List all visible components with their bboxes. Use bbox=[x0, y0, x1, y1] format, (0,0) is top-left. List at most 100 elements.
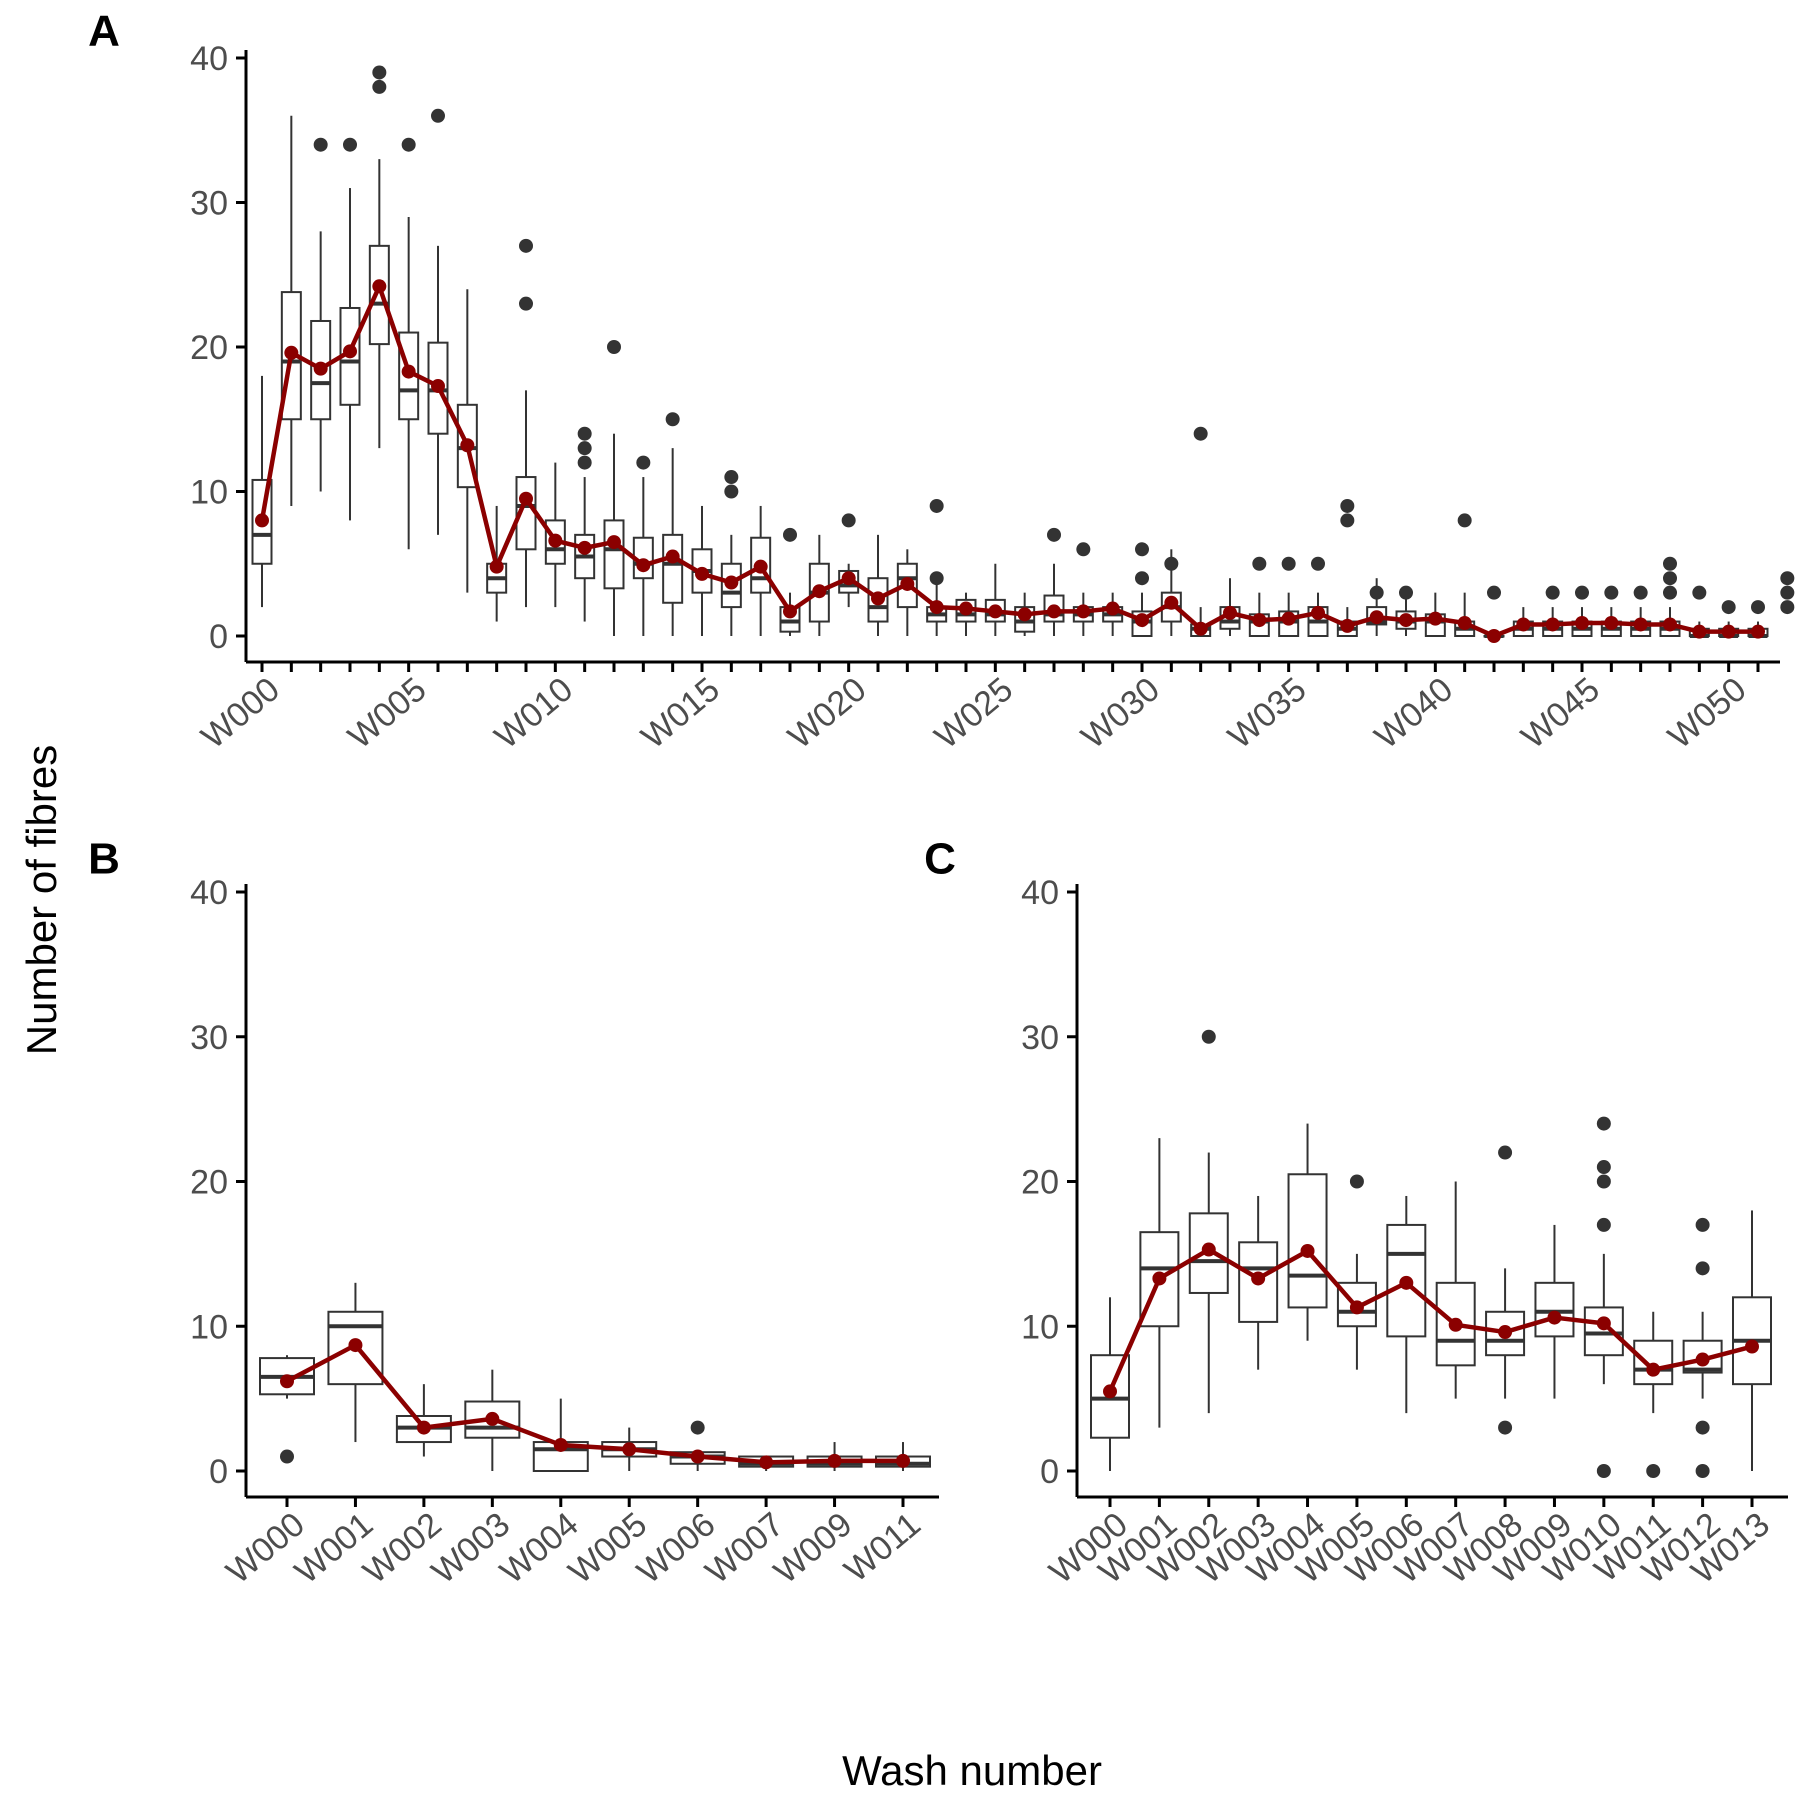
x-tick-label: W007 bbox=[698, 1505, 790, 1591]
mean-point bbox=[401, 364, 416, 379]
mean-point bbox=[485, 1411, 500, 1426]
box bbox=[1435, 1281, 1476, 1367]
outlier-point bbox=[1633, 585, 1648, 600]
outlier-point bbox=[1596, 1217, 1611, 1232]
mean-point bbox=[1399, 613, 1413, 628]
outlier-point bbox=[724, 470, 739, 485]
outlier-point bbox=[1545, 585, 1560, 600]
outlier-point bbox=[1596, 1160, 1611, 1175]
outlier-point bbox=[1487, 585, 1501, 600]
mean-point bbox=[871, 591, 885, 606]
y-tick-label: 10 bbox=[190, 1308, 228, 1346]
outlier-point bbox=[690, 1420, 705, 1435]
mean-point bbox=[724, 575, 739, 590]
outlier-point bbox=[1399, 585, 1413, 600]
outlier-point bbox=[1692, 585, 1707, 600]
outlier-point bbox=[1349, 1174, 1364, 1189]
x-tick-label: W025 bbox=[928, 670, 1020, 756]
mean-point bbox=[636, 558, 651, 573]
outlier-point bbox=[1663, 585, 1677, 600]
outlier-point bbox=[1596, 1116, 1611, 1131]
x-tick-label: W045 bbox=[1514, 670, 1606, 756]
mean-point bbox=[284, 345, 299, 360]
outlier-point bbox=[1695, 1261, 1710, 1276]
mean-point bbox=[665, 549, 680, 564]
mean-point bbox=[1017, 607, 1032, 622]
outlier-point bbox=[724, 484, 739, 499]
mean-point bbox=[1103, 1384, 1117, 1399]
box bbox=[368, 244, 390, 346]
mean-point bbox=[1105, 601, 1120, 616]
outlier-point bbox=[1164, 556, 1179, 571]
outlier-point bbox=[1047, 527, 1061, 542]
mean-point bbox=[548, 533, 563, 548]
x-axis-title: Wash number bbox=[842, 1747, 1102, 1794]
panel-letter-c: C bbox=[924, 835, 956, 884]
mean-point bbox=[280, 1374, 294, 1389]
x-tick-label: W000 bbox=[219, 1505, 311, 1591]
outlier-point bbox=[665, 412, 680, 427]
outlier-point bbox=[929, 571, 944, 586]
outlier-point bbox=[607, 340, 621, 354]
mean-point bbox=[1751, 624, 1765, 639]
mean-point bbox=[416, 1420, 431, 1435]
mean-point bbox=[1721, 624, 1736, 639]
outlier-point bbox=[1076, 542, 1091, 557]
mean-point bbox=[1281, 611, 1296, 626]
outlier-point bbox=[1751, 600, 1765, 615]
mean-point bbox=[343, 344, 357, 359]
x-tick-label: W006 bbox=[630, 1505, 722, 1591]
mean-point bbox=[1448, 1317, 1463, 1332]
mean-point bbox=[1545, 617, 1560, 632]
outlier-point bbox=[577, 426, 592, 441]
outlier-point bbox=[1252, 556, 1267, 571]
outlier-point bbox=[929, 498, 944, 513]
x-tick-label: W003 bbox=[425, 1505, 517, 1591]
outlier-point bbox=[1311, 556, 1325, 571]
mean-point bbox=[1399, 1275, 1414, 1290]
mean-point bbox=[1164, 595, 1179, 610]
panel-b: B010203040W000W001W002W003W004W005W006W0… bbox=[88, 835, 939, 1591]
x-tick-label: W015 bbox=[634, 670, 726, 756]
outlier-point bbox=[1498, 1420, 1513, 1435]
outlier-point bbox=[1604, 585, 1619, 600]
x-tick-label: W001 bbox=[288, 1505, 380, 1591]
outlier-point bbox=[1695, 1464, 1710, 1478]
mean-point bbox=[1745, 1339, 1759, 1354]
mean-point bbox=[1596, 1316, 1611, 1331]
mean-point bbox=[812, 584, 827, 599]
mean-point bbox=[1633, 617, 1648, 632]
outlier-point bbox=[577, 441, 592, 456]
outlier-point bbox=[343, 137, 357, 152]
box bbox=[1583, 1306, 1624, 1357]
y-tick-label: 20 bbox=[1021, 1164, 1059, 1202]
x-tick-label: W009 bbox=[767, 1505, 859, 1591]
y-tick-label: 40 bbox=[190, 40, 228, 78]
mean-line bbox=[259, 284, 1758, 639]
y-tick-label: 10 bbox=[1021, 1308, 1059, 1346]
y-tick-label: 10 bbox=[190, 474, 228, 512]
mean-point bbox=[1201, 1242, 1216, 1257]
mean-point bbox=[1311, 605, 1325, 620]
panel-a: A 0 10 20 30 40 W000 W005 W010 W015 W020 W025 W030 W0… bbox=[88, 7, 1795, 756]
x-tick-label: W035 bbox=[1221, 670, 1313, 756]
outlier-point bbox=[1780, 600, 1795, 615]
y-axis-title: Number of fibres bbox=[18, 745, 65, 1055]
outlier-point bbox=[1201, 1029, 1216, 1044]
mean-point bbox=[827, 1453, 842, 1468]
y-tick-label: 20 bbox=[190, 1164, 228, 1202]
x-tick-label: W040 bbox=[1368, 670, 1460, 756]
outlier-point bbox=[372, 65, 387, 80]
mean-point bbox=[1369, 610, 1384, 625]
outlier-point bbox=[372, 79, 387, 94]
outlier-point bbox=[1596, 1464, 1611, 1478]
mean-point bbox=[553, 1437, 568, 1452]
outlier-point bbox=[1695, 1420, 1710, 1435]
outlier-point bbox=[577, 455, 592, 470]
mean-point bbox=[1223, 605, 1237, 620]
mean-point bbox=[313, 361, 328, 376]
outlier-point bbox=[1663, 571, 1677, 586]
mean-point bbox=[489, 559, 504, 574]
box bbox=[603, 519, 625, 590]
x-tick-label: W020 bbox=[781, 670, 873, 756]
